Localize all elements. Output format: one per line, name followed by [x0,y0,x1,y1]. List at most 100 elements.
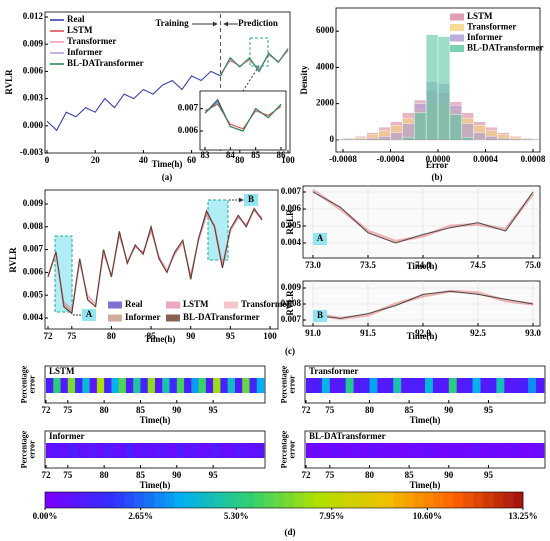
y-tick-label: 0.009 [23,38,44,48]
colorbar-block [94,492,106,508]
x-tick-label: 75 [63,405,73,415]
x-tick-label: 74.5 [470,260,486,270]
heat-cell [147,378,156,393]
x-tick-label: 85 [405,405,415,415]
x-tick-label: 95 [209,470,219,480]
colorbar-block [363,492,374,508]
colorbar-frame [44,491,524,509]
legend-label: LSTM [67,25,93,35]
heat-cell [536,443,545,458]
histogram-bar [473,132,486,141]
heat-cell [504,378,513,393]
x-tick-label: 75 [67,331,77,341]
y-tick-label: 0.004 [23,312,44,322]
x-tick-label: 72 [44,331,54,341]
x-tick-label: 85 [136,470,146,480]
heat-cell [520,443,529,458]
legend-label: Informer [467,32,503,42]
heat-cell [162,378,170,393]
heat-cell [118,378,127,393]
heat-cell [512,378,521,393]
colorbar-label: 10.60% [413,511,442,521]
x-tick-label: 90 [444,405,454,415]
x-tick-label: 83 [201,150,211,160]
heat-cell [321,443,331,458]
x-tick-label: -0.0008 [329,154,357,164]
x-tick-label: 75 [325,470,335,480]
heat-cell [480,443,489,458]
heat-cell [205,443,214,458]
heat-cell [528,378,537,393]
x-tick-label: 100 [263,331,277,341]
heat-cell [147,443,156,458]
colorbar-block [463,492,474,508]
heat-cell [191,443,199,458]
colorbar-block [194,492,205,508]
y-tick-label: 6000 [316,25,335,35]
x-tick-label: 80 [100,405,110,415]
annotation-box [82,309,96,321]
colorbar-block [64,492,76,508]
heat-cell [409,378,418,393]
heat-cell [520,378,529,393]
legend-label: Transformer [241,299,290,309]
x-tick-label: 72 [42,470,52,480]
heat-cell [401,378,410,393]
heat-cell [472,378,481,393]
legend-swatch [450,45,464,52]
x-tick-label: 84 [226,150,236,160]
colorbar-block [274,492,285,508]
annotation: B [317,310,323,320]
histogram-bar [497,137,510,141]
heat-cell [496,378,505,393]
colorbar-block [234,492,245,508]
legend-label: LSTM [467,11,493,21]
colorbar-block [483,492,494,508]
histogram-bar [485,136,498,141]
x-tick-label: 60 [187,155,197,165]
heat-cell [440,443,450,458]
heat-cell [361,378,370,393]
colorbar-block [333,492,345,508]
heat-cell [133,443,141,458]
colorbar-block [433,492,444,508]
x-axis-label: Time(h) [410,415,441,425]
heat-cell [345,378,354,393]
heat-cell [104,378,112,393]
heat-cell [198,443,207,458]
legend-swatch [450,24,464,31]
zoom-link [242,65,260,92]
colorbar-label: 13.25% [508,511,537,521]
x-tick-label: 93.0 [525,328,541,338]
histogram-bar [425,34,439,141]
heat-cell [385,443,394,458]
heat-cell [377,378,386,393]
heat-cell [425,378,434,393]
y-axis-label: RVLR [285,209,295,235]
heat-cell [536,378,545,393]
heat-cell [313,378,323,393]
colorbar-block [164,492,175,508]
heat-cell [67,443,76,458]
y-tick-label: 0 [330,134,335,144]
heat-cell [385,378,394,393]
heat-cell [528,443,537,458]
x-tick-label: 72 [302,405,312,415]
heat-cell [140,443,149,458]
colorbar-block [443,492,454,508]
heat-cell [46,443,54,458]
colorbar-label: 5.30% [224,511,249,521]
heat-cell [234,378,243,393]
plot-frame [44,189,279,330]
x-tick-label: 40 [139,155,149,165]
series-line [204,103,282,130]
annotation: A [317,233,324,243]
heat-cell [306,443,315,458]
heat-cell [329,443,339,458]
heat-cell [133,378,141,393]
heat-cell [198,378,207,393]
heat-cell [125,443,134,458]
x-tick-label: 90 [186,331,196,341]
x-tick-label: 0.0008 [521,154,546,164]
y-axis-label-box: Percentage error [20,366,36,404]
